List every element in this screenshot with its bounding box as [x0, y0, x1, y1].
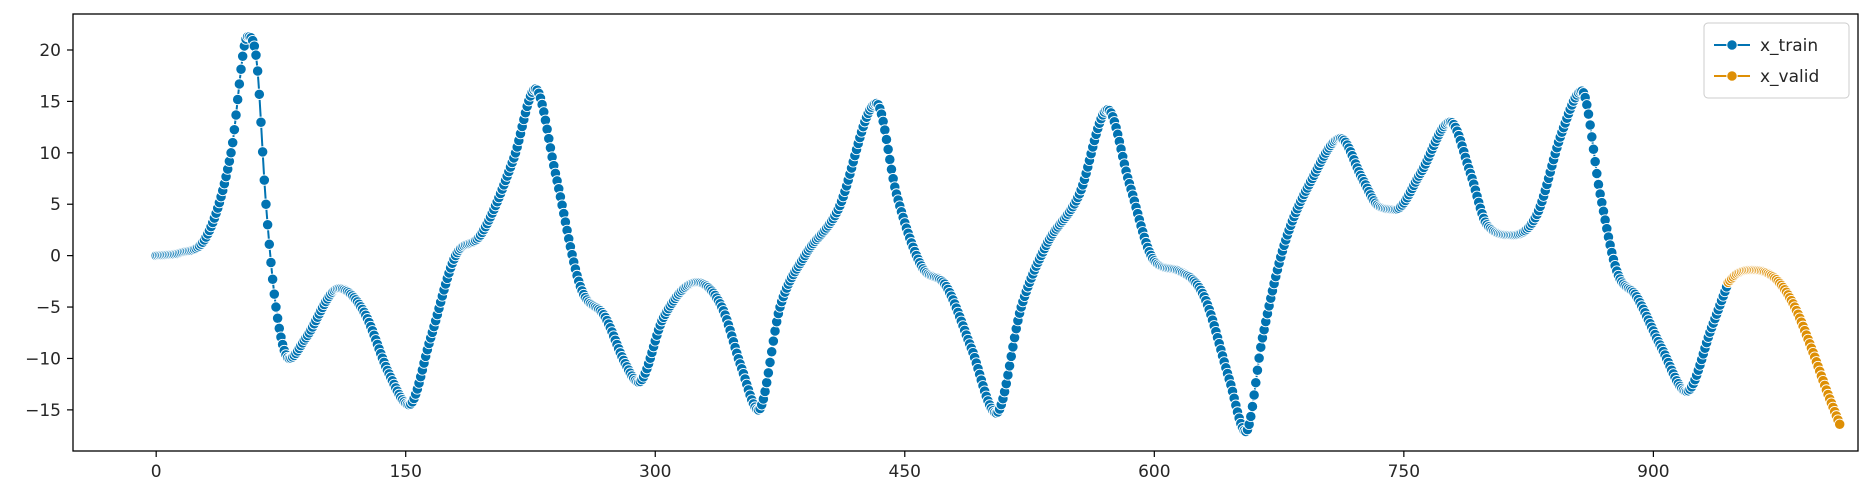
data-point-x_train [762, 367, 775, 379]
data-point-x_train [263, 238, 275, 250]
data-point-x_train [1251, 364, 1264, 376]
legend-item-x_valid: x_valid [1714, 67, 1819, 87]
data-point-x_train [769, 325, 781, 337]
data-point-x_train [880, 133, 893, 146]
legend-box [1703, 22, 1850, 99]
data-point-x_train [255, 116, 267, 128]
y-tick-label: −10 [25, 349, 61, 369]
y-tick-label: 20 [39, 41, 61, 61]
data-point-x_train [258, 174, 270, 186]
data-point-x_train [764, 356, 776, 369]
data-point-x_train [228, 124, 241, 136]
data-point-x_train [268, 288, 280, 300]
y-axis: 20 15 10 5 0 −5 −10 −15 [25, 41, 73, 421]
data-point-x_train [1002, 369, 1014, 381]
x-tick-label: 750 [1388, 462, 1420, 482]
data-point-x_train [227, 136, 239, 149]
data-point-x_train [1586, 131, 1598, 143]
data-point-x_train [232, 93, 244, 106]
y-tick-label: −15 [25, 401, 61, 421]
data-point-x_train [544, 142, 557, 154]
y-tick-label: −5 [36, 298, 61, 318]
data-point-x_train [235, 63, 247, 75]
data-point-x_train [271, 312, 284, 324]
x-tick-label: 450 [889, 462, 921, 482]
data-point-x_train [1250, 377, 1262, 389]
data-point-x_train [766, 346, 778, 358]
data-point-x_train [256, 146, 269, 158]
data-point-x_train [1246, 400, 1259, 413]
data-point-x_train [1587, 143, 1600, 155]
legend-marker [1726, 70, 1738, 82]
x-tick-label: 900 [1637, 462, 1669, 482]
data-point-x_train [884, 153, 896, 166]
data-point-x_train [250, 49, 262, 61]
y-tick-label: 10 [39, 144, 61, 164]
x-tick-label: 0 [151, 462, 162, 482]
data-point-x_train [233, 78, 246, 90]
data-point-x_train [270, 301, 282, 313]
data-point-x_valid [1834, 418, 1846, 430]
y-tick-label: 0 [50, 247, 61, 267]
data-point-x_train [761, 376, 773, 389]
data-point-x_train [541, 123, 553, 135]
data-point-x_train [261, 219, 274, 231]
data-point-x_train [225, 147, 237, 159]
legend-label: x_valid [1760, 67, 1819, 87]
data-point-x_train [265, 256, 277, 269]
plot-frame [72, 13, 1859, 452]
data-point-x_train [882, 143, 894, 156]
data-point-x_train [252, 65, 264, 77]
data-point-x_train [1007, 341, 1019, 353]
data-point-x_train [543, 132, 555, 145]
data-point-x_train [1589, 155, 1601, 168]
series-layer [150, 30, 1846, 438]
x-axis: 0 150 300 450 600 750 900 [151, 451, 1670, 482]
data-point-x_train [879, 124, 891, 136]
data-point-x_train [1592, 178, 1605, 191]
data-point-x_train [1003, 360, 1016, 372]
data-point-x_train [1584, 119, 1596, 131]
data-point-x_train [230, 109, 242, 121]
data-point-x_train [1255, 341, 1267, 353]
data-point-x_train [1581, 99, 1593, 111]
data-point-x_train [885, 163, 898, 176]
x-tick-label: 300 [639, 462, 671, 482]
data-point-x_train [237, 50, 249, 62]
series-x_valid [1722, 264, 1846, 430]
legend-marker [1726, 39, 1738, 51]
legend: x_train x_valid [1703, 22, 1850, 99]
x-tick-label: 150 [389, 462, 421, 482]
y-tick-label: 5 [50, 195, 61, 215]
data-point-x_train [1582, 108, 1595, 120]
data-point-x_train [253, 88, 265, 100]
data-point-x_train [266, 273, 279, 285]
legend-label: x_train [1760, 36, 1818, 56]
data-point-x_train [1005, 350, 1017, 363]
y-tick-label: 15 [39, 92, 61, 112]
data-point-x_train [1591, 167, 1603, 180]
x-tick-label: 600 [1138, 462, 1170, 482]
data-point-x_train [1253, 352, 1265, 364]
data-point-x_train [260, 198, 272, 210]
data-point-x_train [1245, 410, 1257, 423]
series-x_train [150, 30, 1734, 438]
legend-item-x_train: x_train [1714, 36, 1818, 56]
data-point-x_train [767, 335, 780, 347]
data-point-x_train [1248, 389, 1260, 401]
